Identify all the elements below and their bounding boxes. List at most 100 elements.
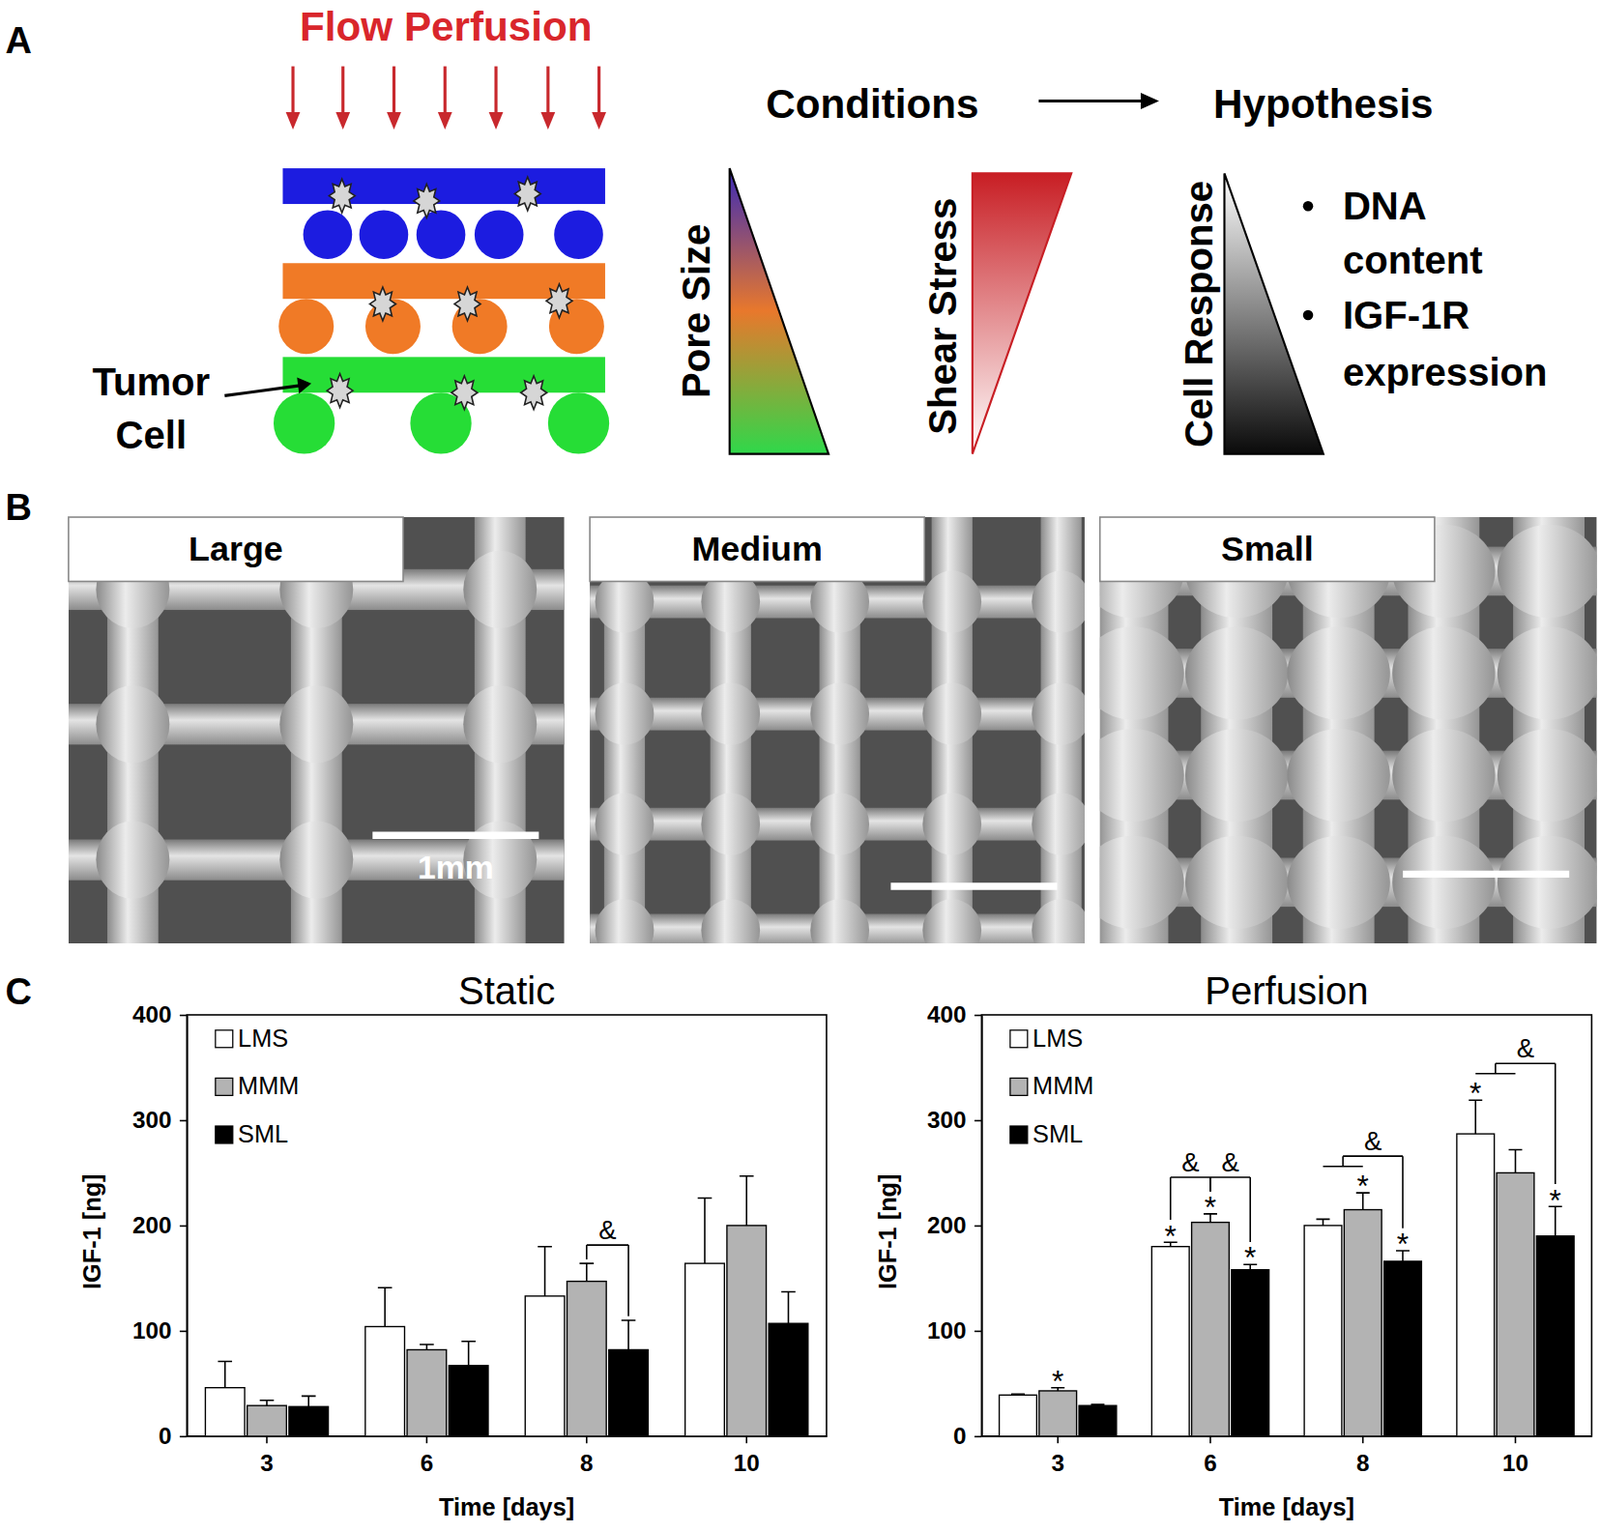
sem-junction [700,793,760,856]
tumor-cell [326,374,353,408]
significance-mark: & [1221,1147,1239,1178]
legend-label: SML [237,1120,289,1148]
sem-junction [922,571,982,634]
bar [1343,1210,1382,1437]
tumor-cell [451,376,478,410]
significance-bracket [586,1245,629,1317]
sem-junction [810,793,870,856]
panel-label: C [4,971,31,1013]
flow-arrowhead [540,112,555,130]
y-tick: 100 [927,1317,982,1344]
y-tick-label: 0 [953,1423,967,1450]
sem-image [68,517,565,944]
tumor-cell [369,287,396,321]
bar [1456,1134,1495,1437]
tumor-cell [514,176,541,211]
marks [204,1176,808,1437]
legend-swatch [215,1126,233,1144]
sem-junction [595,683,655,746]
sem-background [68,517,565,944]
significance-star: * [1244,1240,1256,1276]
y-tick-label: 400 [132,1001,173,1028]
fiber-cross-section [548,392,610,454]
x-tick-mark [1514,1436,1517,1444]
fiber-cross-section [474,209,524,260]
plot-frame [186,1015,827,1437]
significance-mark: & [1364,1126,1382,1157]
x-tick-mark [1056,1436,1059,1444]
sem-label: Small [1221,529,1314,569]
flow-arrow [392,66,396,116]
figure: ABCFlow PerfusionTumorCellConditionsHypo… [0,0,1600,1532]
sem-image [589,517,1085,944]
schematic: Flow PerfusionTumorCellConditionsHypothe… [92,3,1548,457]
bullet-text: expression [1342,350,1548,394]
y-tick-mark [974,1331,982,1334]
error-bar [781,1292,796,1325]
sem-junction [463,551,537,629]
cell-label: Cell [116,413,188,457]
legend-swatch [215,1030,233,1048]
x-tick: 6 [420,1436,434,1477]
y-tick: 400 [132,1001,187,1028]
bar [1304,1225,1342,1437]
y-tick: 0 [953,1423,982,1450]
sem-junction [1185,836,1288,930]
sem-junction [1031,683,1085,746]
y-tick: 300 [927,1106,982,1134]
x-tick-mark [745,1436,748,1444]
sem-junction [1185,626,1288,720]
bar [566,1281,607,1437]
significance-star: * [1204,1190,1217,1225]
flow-arrow [546,66,550,116]
bar [768,1323,809,1437]
sem-junction [95,685,170,763]
y-tick: 400 [927,1001,982,1028]
bullet [1303,310,1314,321]
bar [448,1366,489,1437]
scale-bar-label: 1mm [417,848,495,886]
sem-junction [810,899,870,944]
sem-junction [1286,626,1390,720]
sem-junction [1100,836,1185,930]
x-tick-label: 6 [1203,1450,1217,1477]
sem-junction [1286,836,1390,930]
panel-label: B [4,487,31,528]
sem-junction [922,899,982,944]
chart-title: Perfusion [1204,969,1368,1013]
y-axis: 0100200300400 [927,1001,983,1450]
bar [727,1225,767,1437]
marks [999,1100,1575,1437]
plot-frame [981,1015,1592,1437]
legend-swatch [1010,1077,1028,1096]
x-axis-title: Time [days] [438,1493,575,1521]
sem-junction [1392,626,1495,720]
y-tick-label: 200 [132,1212,173,1239]
conditions-arrow [1038,99,1143,103]
conditions-arrowhead [1140,92,1160,110]
y-tick-label: 0 [158,1423,173,1450]
x-tick: 3 [1050,1436,1064,1477]
error-bar [537,1247,553,1297]
y-tick-label: 100 [132,1317,173,1344]
y-tick: 200 [132,1212,187,1239]
tumor-cell [328,178,355,213]
significance-bracket [1322,1156,1402,1229]
x-tick-mark [1209,1436,1212,1444]
y-tick-mark [179,1331,187,1334]
sem-label-box [68,517,404,582]
y-tick: 100 [132,1317,187,1344]
legend-label: MMM [237,1072,299,1100]
sem-junction [1497,836,1598,930]
sem-junction [279,820,353,899]
x-tick: 8 [580,1436,594,1477]
bar [609,1349,649,1436]
y-tick-mark [974,1225,982,1228]
error-bar [419,1344,435,1350]
y-tick-label: 400 [927,1001,967,1028]
x-tick-mark [1362,1436,1365,1444]
flow-arrow [290,66,294,116]
fiber-layer [282,168,605,204]
legend-label: MMM [1032,1072,1094,1100]
flow-arrow [597,66,601,116]
